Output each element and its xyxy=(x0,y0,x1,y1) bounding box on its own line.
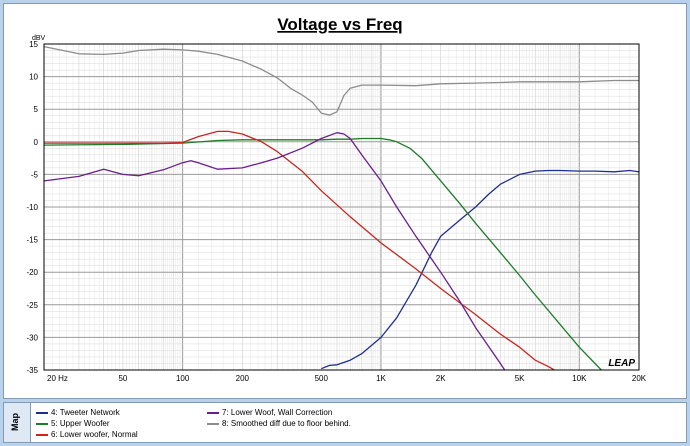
grid xyxy=(44,44,639,370)
y-tick-label: -30 xyxy=(26,333,38,342)
x-tick-label: 20 Hz xyxy=(47,374,68,383)
legend-swatch xyxy=(36,434,48,436)
x-tick-label: 1K xyxy=(376,374,386,383)
voltage-vs-freq-chart: Voltage vs Freq dBV 151050-5-10-15-20-25… xyxy=(4,4,686,398)
series-line-7 xyxy=(44,133,520,393)
legend-swatch xyxy=(36,412,48,414)
legend-label: 4: Tweeter Network xyxy=(51,408,120,417)
legend-label: 5: Upper Woofer xyxy=(51,419,110,428)
chart-title: Voltage vs Freq xyxy=(277,15,402,34)
x-tick-label: 20K xyxy=(632,374,647,383)
y-tick-label: 10 xyxy=(29,73,38,82)
x-tick-label: 100 xyxy=(176,374,190,383)
legend-swatch xyxy=(207,423,219,425)
x-tick-label: 2K xyxy=(436,374,446,383)
y-tick-label: -5 xyxy=(31,170,39,179)
map-tab-label: Map xyxy=(10,413,20,431)
legend-item-upper-woofer: 5: Upper Woofer xyxy=(36,419,110,428)
legend-label: 7: Lower Woof, Wall Correction xyxy=(222,408,332,417)
legend-item-floor-diff: 8: Smoothed diff due to floor behind. xyxy=(207,419,351,428)
legend-swatch xyxy=(207,412,219,414)
series-line-6 xyxy=(44,131,579,383)
y-tick-label: -25 xyxy=(26,301,38,310)
plot-panel: Voltage vs Freq dBV 15 10 5 0 -5 -10 -15 -20 -25… xyxy=(3,3,687,399)
legend-item-lower-woofer: 6: Lower woofer, Normal xyxy=(36,430,138,439)
x-tick-label: 50 xyxy=(118,374,127,383)
y-tick-label: -20 xyxy=(26,268,38,277)
series-lines xyxy=(44,47,639,393)
y-tick-label: -15 xyxy=(26,236,38,245)
y-tick-label: 0 xyxy=(34,138,39,147)
legend-swatch xyxy=(36,423,48,425)
x-tick-label: 5K xyxy=(515,374,525,383)
legend-panel: Map 4: Tweeter Network 5: Upper Woofer 6… xyxy=(3,402,687,443)
leap-watermark: LEAP xyxy=(608,358,635,369)
x-tick-label: 500 xyxy=(315,374,329,383)
y-tick-label: -35 xyxy=(26,366,38,375)
map-tab[interactable]: Map xyxy=(4,403,31,442)
x-tick-label: 10K xyxy=(572,374,587,383)
legend-item-tweeter: 4: Tweeter Network xyxy=(36,408,120,417)
y-tick-label: -10 xyxy=(26,203,38,212)
y-tick-label: 5 xyxy=(34,105,39,114)
x-tick-label: 200 xyxy=(236,374,250,383)
y-tick-label: 15 xyxy=(29,40,38,49)
legend-label: 6: Lower woofer, Normal xyxy=(51,430,138,439)
legend-label: 8: Smoothed diff due to floor behind. xyxy=(222,419,351,428)
legend-item-wall-correction: 7: Lower Woof, Wall Correction xyxy=(207,408,332,417)
